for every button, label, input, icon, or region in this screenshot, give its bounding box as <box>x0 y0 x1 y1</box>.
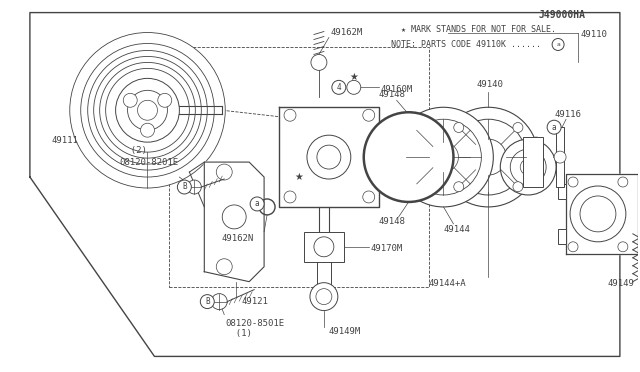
Polygon shape <box>204 162 264 282</box>
Bar <box>558 184 566 199</box>
Circle shape <box>124 93 137 107</box>
Circle shape <box>216 259 232 275</box>
Circle shape <box>531 137 541 147</box>
Circle shape <box>513 182 523 192</box>
Circle shape <box>568 177 578 187</box>
Text: 08120-8501E: 08120-8501E <box>225 319 284 328</box>
Circle shape <box>383 151 395 163</box>
Text: a: a <box>255 199 259 208</box>
Text: ★: ★ <box>294 172 303 182</box>
Circle shape <box>200 295 214 309</box>
Polygon shape <box>566 174 638 254</box>
Circle shape <box>510 149 546 185</box>
Circle shape <box>513 122 523 132</box>
Text: NOTE; PARTS CODE 49110K ......: NOTE; PARTS CODE 49110K ...... <box>390 40 541 49</box>
Circle shape <box>406 119 481 195</box>
Circle shape <box>568 242 578 252</box>
Circle shape <box>547 120 561 134</box>
Circle shape <box>211 294 227 310</box>
Circle shape <box>317 145 341 169</box>
Text: 08120-8201E: 08120-8201E <box>120 158 179 167</box>
Text: 49148: 49148 <box>379 90 406 99</box>
Circle shape <box>383 131 395 143</box>
Circle shape <box>141 123 154 137</box>
Text: 49162M: 49162M <box>331 28 363 37</box>
Circle shape <box>554 151 566 163</box>
Circle shape <box>438 107 538 207</box>
Circle shape <box>531 147 541 157</box>
Text: 49110: 49110 <box>580 30 607 39</box>
Text: J49000HA: J49000HA <box>538 10 585 20</box>
Circle shape <box>127 90 168 130</box>
Text: ★: ★ <box>349 73 358 82</box>
Text: 49144+A: 49144+A <box>429 279 466 288</box>
Circle shape <box>93 57 202 164</box>
Circle shape <box>570 186 626 242</box>
Bar <box>304 232 344 262</box>
Text: ★ MARK STANDS FOR NOT FOR SALE.: ★ MARK STANDS FOR NOT FOR SALE. <box>401 25 556 34</box>
Text: 49162N: 49162N <box>222 234 254 243</box>
Circle shape <box>332 80 346 94</box>
Circle shape <box>363 109 375 121</box>
Circle shape <box>500 139 556 195</box>
Circle shape <box>364 112 454 202</box>
Text: 49160M: 49160M <box>381 85 413 94</box>
Polygon shape <box>279 107 379 207</box>
Circle shape <box>250 197 264 211</box>
Text: a: a <box>552 123 556 132</box>
Circle shape <box>580 196 616 232</box>
Text: 49149: 49149 <box>608 279 635 288</box>
Circle shape <box>394 107 493 207</box>
Text: 49111: 49111 <box>52 136 79 145</box>
Text: B: B <box>182 183 187 192</box>
Text: 49116: 49116 <box>554 110 581 119</box>
Circle shape <box>100 62 195 158</box>
Bar <box>556 127 564 187</box>
Circle shape <box>106 68 189 152</box>
Text: (1): (1) <box>225 329 252 338</box>
Circle shape <box>347 80 361 94</box>
Text: 4: 4 <box>337 83 341 92</box>
Circle shape <box>158 93 172 107</box>
Bar <box>524 137 543 187</box>
Circle shape <box>177 180 191 194</box>
Text: (2): (2) <box>120 145 147 155</box>
Text: 49148: 49148 <box>379 217 406 227</box>
Bar <box>170 48 429 287</box>
Circle shape <box>116 78 179 142</box>
Circle shape <box>618 177 628 187</box>
Circle shape <box>451 119 526 195</box>
Circle shape <box>552 39 564 51</box>
Text: 49121: 49121 <box>241 297 268 306</box>
Circle shape <box>454 122 464 132</box>
Circle shape <box>470 139 506 175</box>
Text: 49144: 49144 <box>444 225 470 234</box>
Circle shape <box>138 100 157 120</box>
Circle shape <box>310 283 338 311</box>
Circle shape <box>70 32 225 188</box>
Circle shape <box>216 164 232 180</box>
Text: 49140: 49140 <box>476 80 503 89</box>
Circle shape <box>88 51 207 170</box>
Circle shape <box>618 242 628 252</box>
Circle shape <box>520 159 536 175</box>
Circle shape <box>284 109 296 121</box>
Text: 49149M: 49149M <box>329 327 361 336</box>
Circle shape <box>307 135 351 179</box>
Circle shape <box>363 191 375 203</box>
Circle shape <box>188 180 202 194</box>
Circle shape <box>284 191 296 203</box>
Bar <box>558 229 566 244</box>
Circle shape <box>81 44 214 177</box>
Circle shape <box>429 142 458 172</box>
Circle shape <box>316 289 332 305</box>
Text: 49170M: 49170M <box>371 244 403 253</box>
Text: a: a <box>556 42 560 47</box>
Circle shape <box>383 171 395 183</box>
Circle shape <box>222 205 246 229</box>
Circle shape <box>314 237 334 257</box>
Text: B: B <box>205 297 210 306</box>
Circle shape <box>311 54 327 70</box>
Circle shape <box>454 182 464 192</box>
